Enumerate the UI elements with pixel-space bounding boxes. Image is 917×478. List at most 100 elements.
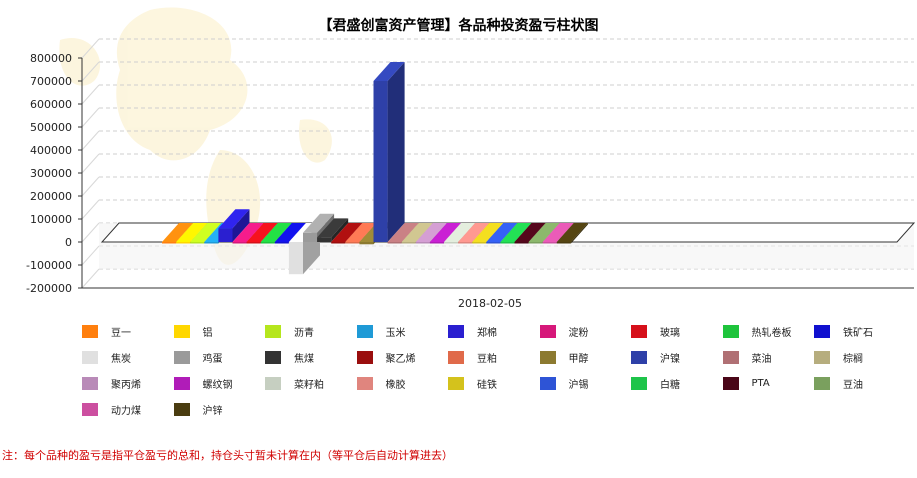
legend-item: PTA bbox=[722, 376, 770, 390]
bar-top bbox=[444, 223, 476, 242]
y-tick-label: 200000 bbox=[30, 190, 72, 203]
legend-swatch bbox=[539, 376, 556, 390]
legend-swatch bbox=[448, 324, 464, 338]
legend-swatch bbox=[814, 376, 830, 390]
legend-label: 郑棉 bbox=[477, 327, 497, 339]
bar-front bbox=[444, 242, 459, 244]
legend-item: 豆油 bbox=[814, 376, 863, 391]
bar-top bbox=[458, 223, 490, 242]
legend-swatch bbox=[539, 324, 556, 338]
legend-swatch bbox=[82, 350, 98, 364]
grid-diagonal bbox=[81, 245, 100, 266]
bar-front bbox=[514, 242, 529, 244]
y-tick-label: 400000 bbox=[30, 144, 72, 157]
legend-swatch bbox=[173, 402, 190, 416]
bar-front bbox=[429, 242, 444, 244]
bar-top bbox=[260, 223, 292, 242]
grid-diagonal bbox=[81, 130, 100, 151]
grid-diagonal bbox=[81, 176, 100, 197]
bar-side bbox=[570, 223, 588, 244]
chart-plot: 800000 700000 600000 500000 400000 300000 2000… bbox=[26, 7, 916, 310]
bar-front bbox=[373, 81, 388, 242]
legend-label: 沥青 bbox=[294, 327, 314, 339]
legend-swatch bbox=[173, 376, 190, 390]
legend-item: 硅铁 bbox=[448, 376, 497, 391]
legend-item: 玉米 bbox=[356, 324, 406, 339]
bar-front bbox=[387, 242, 402, 244]
legend-label: 棕榈 bbox=[843, 353, 863, 365]
bar-29 bbox=[556, 223, 588, 244]
legend-swatch bbox=[722, 324, 739, 338]
bar-front bbox=[345, 242, 360, 244]
legend-item: 菜油 bbox=[722, 350, 772, 365]
bar-front bbox=[218, 228, 233, 242]
legend-item: 豆粕 bbox=[448, 350, 497, 365]
legend-label: 铁矿石 bbox=[843, 327, 873, 339]
y-tick-labels: 800000 700000 600000 500000 400000 300000 2000… bbox=[26, 52, 72, 295]
legend-label: 豆油 bbox=[843, 379, 863, 391]
bar-front bbox=[500, 242, 515, 244]
legend-label: 沪锡 bbox=[568, 379, 589, 391]
legend-swatch bbox=[448, 376, 464, 390]
grid-diagonal bbox=[81, 38, 100, 59]
bar-front bbox=[317, 237, 332, 242]
legend-item: 沥青 bbox=[265, 324, 314, 339]
legend-label: 甲醇 bbox=[568, 353, 589, 365]
y-tick-label: -100000 bbox=[26, 259, 72, 272]
bar-side bbox=[387, 62, 405, 242]
y-tick-label: 800000 bbox=[30, 52, 72, 65]
legend-swatch bbox=[82, 402, 98, 416]
bar-front bbox=[288, 242, 303, 275]
legend-item: 玻璃 bbox=[631, 324, 680, 339]
bar-front bbox=[472, 242, 487, 244]
legend-label: 菜籽粕 bbox=[294, 379, 324, 391]
bar-top bbox=[345, 223, 377, 242]
bar-top bbox=[486, 223, 518, 242]
bar-top bbox=[317, 218, 349, 238]
bar-front bbox=[232, 242, 247, 244]
legend-swatch bbox=[722, 376, 739, 390]
bar-front bbox=[359, 242, 374, 245]
legend-label: PTA bbox=[751, 377, 770, 389]
legend-label: 沪镍 bbox=[660, 353, 680, 365]
bar-top bbox=[274, 223, 306, 242]
bar-front bbox=[260, 242, 275, 244]
legend-item: 聚乙烯 bbox=[356, 350, 416, 365]
legend-item: 沪锡 bbox=[539, 376, 589, 391]
y-tick-label: 700000 bbox=[30, 75, 72, 88]
legend-item: 豆一 bbox=[82, 324, 131, 339]
y-tick-label: 300000 bbox=[30, 167, 72, 180]
grid-diagonal bbox=[81, 153, 100, 174]
bar-top bbox=[472, 223, 504, 242]
legend-swatch bbox=[265, 324, 281, 338]
y-tick-label: 100000 bbox=[30, 213, 72, 226]
legend-swatch bbox=[356, 376, 373, 390]
y-tick-label: 0 bbox=[65, 236, 72, 249]
legend-label: 玻璃 bbox=[660, 327, 680, 339]
bar-top bbox=[415, 223, 447, 242]
legend-label: 热轧卷板 bbox=[751, 327, 792, 339]
legend-label: 聚丙烯 bbox=[111, 379, 141, 391]
bar-side bbox=[331, 218, 349, 242]
bar-front bbox=[303, 232, 318, 242]
legend-label: 豆一 bbox=[111, 327, 131, 339]
legend-item: 橡胶 bbox=[356, 376, 406, 391]
bar-top bbox=[303, 213, 335, 233]
bar-front bbox=[528, 242, 543, 244]
bar-front bbox=[274, 242, 289, 244]
legend-item: 沪锌 bbox=[173, 402, 223, 417]
legend-label: 焦煤 bbox=[294, 353, 314, 365]
bar-top bbox=[232, 223, 264, 242]
bar-top bbox=[190, 223, 222, 242]
bars bbox=[162, 62, 588, 275]
legend-label: 豆粕 bbox=[477, 353, 497, 365]
bar-front bbox=[556, 242, 571, 244]
y-tick-label: -200000 bbox=[26, 282, 72, 295]
legend-swatch bbox=[814, 350, 830, 364]
legend-label: 动力煤 bbox=[111, 405, 141, 417]
grid-diagonal bbox=[81, 222, 100, 243]
legend-swatch bbox=[356, 350, 373, 364]
bar-front bbox=[204, 242, 219, 244]
bar-front bbox=[486, 242, 501, 244]
legend-label: 玉米 bbox=[385, 327, 406, 339]
